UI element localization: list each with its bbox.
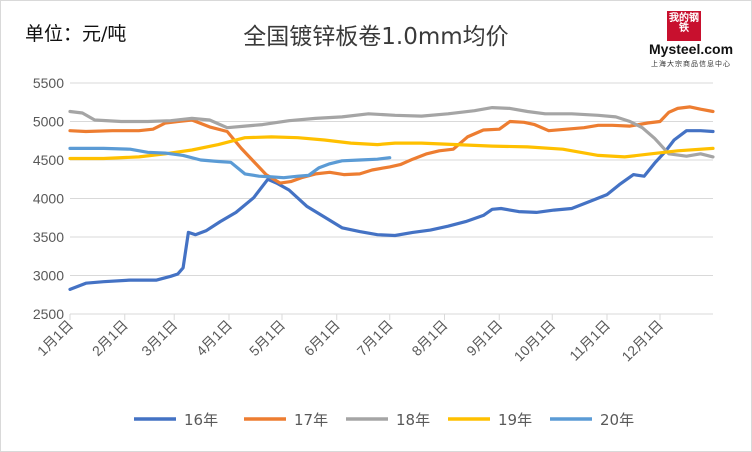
series-line-20年 xyxy=(68,146,392,180)
legend-label: 17年 xyxy=(294,411,328,429)
y-tick-label: 2500 xyxy=(33,306,64,322)
legend-label: 19年 xyxy=(498,411,532,429)
x-tick-label: 10月1日 xyxy=(511,317,559,365)
x-tick-label: 3月1日 xyxy=(138,317,180,359)
chart-title: 全国镀锌板卷1.0mm均价 xyxy=(243,24,509,50)
y-tick-label: 5000 xyxy=(33,114,64,130)
x-tick-label: 4月1日 xyxy=(193,317,235,359)
x-tick-label: 2月1日 xyxy=(89,317,131,359)
x-tick-label: 1月1日 xyxy=(34,317,76,359)
x-tick-label: 7月1日 xyxy=(354,317,396,359)
logo-brand: Mysteel.com xyxy=(649,41,734,57)
x-tick-label: 12月1日 xyxy=(618,317,666,365)
unit-label: 单位：元/吨 xyxy=(25,23,127,45)
y-tick-label: 4500 xyxy=(33,152,64,168)
series-line-16年 xyxy=(68,129,715,291)
series-line-19年 xyxy=(68,135,715,161)
legend-label: 20年 xyxy=(600,411,634,429)
y-tick-label: 3000 xyxy=(33,268,64,284)
mysteel-logo: 我的钢铁 Mysteel.com 上海大宗商品信息中心 xyxy=(647,9,743,71)
y-tick-label: 3500 xyxy=(33,229,64,245)
x-tick-label: 11月1日 xyxy=(566,317,613,364)
legend-label: 18年 xyxy=(396,411,430,429)
logo-mark: 我的钢铁 xyxy=(667,11,701,41)
x-tick-label: 6月1日 xyxy=(301,317,343,359)
y-tick-label: 5500 xyxy=(33,75,64,91)
logo-subtitle: 上海大宗商品信息中心 xyxy=(651,60,731,68)
series-line-18年 xyxy=(68,105,715,159)
x-tick-label: 5月1日 xyxy=(246,317,288,359)
x-tick-label: 9月1日 xyxy=(463,317,505,359)
x-tick-label: 8月1日 xyxy=(408,317,450,359)
legend-label: 16年 xyxy=(184,411,218,429)
y-tick-label: 4000 xyxy=(33,191,64,207)
series-line-17年 xyxy=(68,105,715,185)
